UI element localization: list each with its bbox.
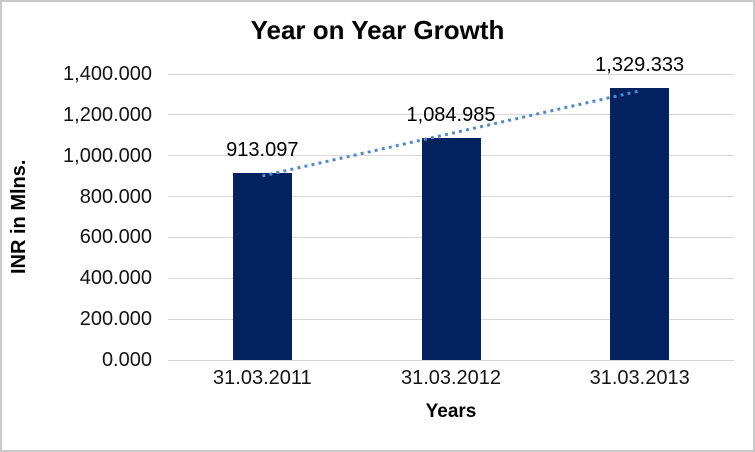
bar-value-label: 1,084.985 [406,104,496,127]
x-axis-title: Years [425,401,477,422]
gridline [168,359,734,361]
y-tick-label: 1,000.000 [63,144,152,167]
x-axis: 31.03.2011 31.03.2012 31.03.2013 [168,360,734,394]
x-tick-label: 31.03.2011 [213,367,312,389]
y-axis: 0.000 200.000 400.000 600.000 800.000 1,000.0… [2,64,152,370]
y-tick-label: 400.000 [79,267,152,290]
y-tick-label: 200.000 [79,308,152,331]
y-tick-label: 600.000 [79,226,152,249]
bar [232,173,292,360]
chart-title: Year on Year Growth [250,15,505,45]
gridline [168,73,734,75]
bar-value-label: 1,329.333 [595,54,685,77]
trendline [262,89,640,178]
bar-value-label: 913.097 [226,139,299,162]
x-tick-label: 31.03.2012 [400,367,502,389]
y-tick-label: 800.000 [79,185,152,208]
y-tick-label: 1,400.000 [63,63,152,85]
y-tick-label: 0.000 [101,349,152,371]
bar [421,138,481,360]
trendline-line [262,89,640,178]
plot-area: 913.097 1,084.985 1,329.333 [168,55,734,361]
bar [610,88,670,360]
x-tick-label: 31.03.2013 [589,367,690,389]
y-tick-label: 1,200.000 [63,103,152,126]
gridline [168,114,734,116]
